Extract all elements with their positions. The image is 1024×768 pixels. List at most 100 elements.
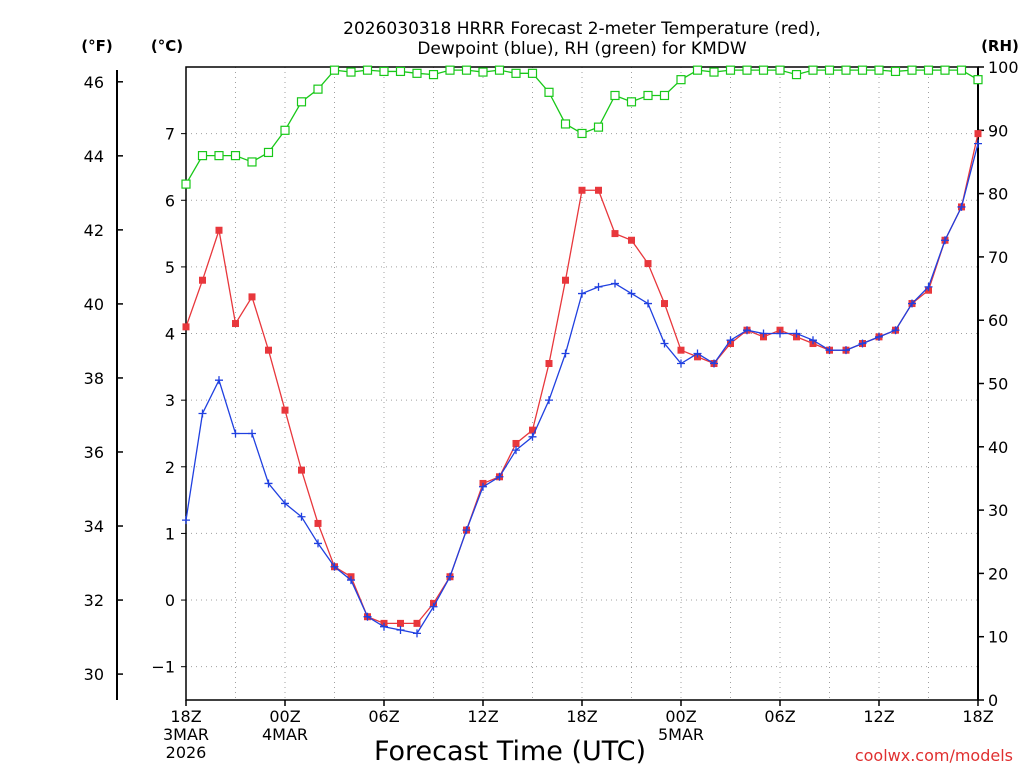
rh-point	[313, 84, 323, 94]
rh-point	[593, 122, 604, 132]
dewpoint-point	[446, 572, 454, 581]
rh-point	[478, 67, 488, 77]
y-f-tick-label: 44	[84, 147, 104, 166]
rh-point	[956, 65, 967, 75]
rh-point	[610, 90, 620, 101]
dewpoint-point	[561, 349, 570, 358]
temperature-point	[265, 346, 272, 354]
dewpoint-point	[842, 346, 850, 355]
dewpoint-point	[924, 282, 933, 291]
rh-point	[263, 147, 274, 158]
rh-point	[560, 119, 571, 129]
y-c-tick-label: 1	[165, 524, 175, 543]
x-tick-label: 06Z	[368, 707, 399, 726]
dewpoint-point	[578, 289, 586, 298]
x-tick-label: 18Z	[566, 707, 597, 726]
y-rh-tick-label: 20	[988, 564, 1008, 583]
rh-point	[395, 66, 406, 77]
x-tick-label: 18Z	[170, 707, 201, 726]
dewpoint-point	[347, 576, 355, 585]
temperature-point	[281, 406, 289, 414]
dewpoint-point	[908, 299, 916, 308]
temperature-point	[974, 130, 982, 138]
y-f-tick-label: 32	[84, 591, 104, 610]
dewpoint-point	[413, 629, 421, 638]
temperature-point	[529, 426, 536, 434]
temperature-point	[677, 346, 685, 354]
x-tick-label: 5MAR	[658, 725, 704, 744]
dewpoint-point	[677, 359, 685, 368]
temperature-point	[595, 186, 602, 194]
dewpoint-point	[743, 326, 751, 335]
dewpoint-point	[660, 339, 669, 348]
dewpoint-point	[182, 516, 190, 525]
x-tick-label: 18Z	[962, 707, 993, 726]
dewpoint-series	[182, 139, 982, 638]
dewpoint-point	[759, 329, 768, 338]
dewpoint-point	[710, 359, 718, 368]
x-tick-label: 2026	[166, 743, 207, 762]
chart-title-line1: 2026030318 HRRR Forecast 2-meter Tempera…	[343, 19, 821, 39]
rh-point	[527, 68, 538, 78]
credit-text: coolwx.com/models	[855, 746, 1013, 765]
rh-point	[362, 65, 373, 75]
y-rh-tick-label: 40	[988, 438, 1008, 457]
dewpoint-point	[297, 512, 306, 521]
rh-point	[923, 65, 934, 75]
right-rh-unit-label: (RH)	[981, 37, 1019, 55]
rh-point	[214, 151, 224, 161]
rh-point	[412, 68, 422, 78]
dewpoint-point	[858, 339, 867, 348]
temperature-point	[397, 619, 404, 627]
dewpoint-point	[330, 562, 339, 571]
dewpoint-point	[281, 499, 289, 508]
x-tick-label: 3MAR	[163, 725, 209, 744]
dewpoint-point	[215, 376, 223, 385]
y-rh-tick-label: 100	[988, 58, 1019, 77]
left-c-unit-label: (°C)	[151, 37, 183, 55]
dewpoint-point	[363, 612, 372, 621]
dewpoint-point	[264, 479, 273, 488]
rh-point	[544, 87, 554, 97]
left-f-unit-label: (°F)	[81, 37, 112, 55]
y-c-tick-label: 3	[165, 391, 175, 410]
dewpoint-point	[248, 429, 256, 438]
temperature-point	[199, 276, 206, 284]
y-f-tick-label: 40	[84, 295, 104, 314]
dewpoint-point	[429, 602, 438, 611]
y-c-tick-label: −1	[151, 658, 175, 677]
rh-point	[791, 69, 802, 80]
rh-point	[329, 65, 340, 75]
rh-point	[874, 65, 884, 75]
dewpoint-point	[875, 332, 883, 341]
rh-point	[709, 67, 719, 77]
rh-point	[692, 65, 703, 75]
dewpoint-point	[941, 236, 949, 245]
dewpoint-point	[462, 526, 471, 535]
temperature-point	[578, 186, 586, 194]
y-rh-tick-label: 90	[988, 121, 1008, 140]
x-tick-label: 12Z	[863, 707, 894, 726]
y-rh-tick-label: 0	[988, 691, 998, 710]
rh-point	[494, 65, 505, 75]
y-c-tick-label: 7	[165, 125, 175, 144]
rh-point	[296, 97, 307, 107]
rh-point	[428, 69, 439, 80]
rh-point	[577, 128, 587, 139]
dewpoint-point	[776, 329, 784, 338]
chart-title-line2: Dewpoint (blue), RH (green) for KMDW	[417, 39, 746, 59]
y-rh-tick-label: 10	[988, 628, 1008, 647]
plot-frame	[185, 66, 979, 701]
dewpoint-point	[528, 432, 537, 441]
x-tick-label: 00Z	[269, 707, 300, 726]
rh-point	[973, 75, 983, 85]
rh-point	[742, 65, 752, 75]
y-f-tick-label: 36	[84, 443, 104, 462]
temperature-point	[644, 260, 652, 268]
temperature-point	[661, 300, 668, 308]
y-rh-tick-label: 80	[988, 185, 1008, 204]
grid-lines	[186, 67, 978, 700]
x-tick-label: 12Z	[467, 707, 498, 726]
rh-point	[511, 68, 521, 78]
